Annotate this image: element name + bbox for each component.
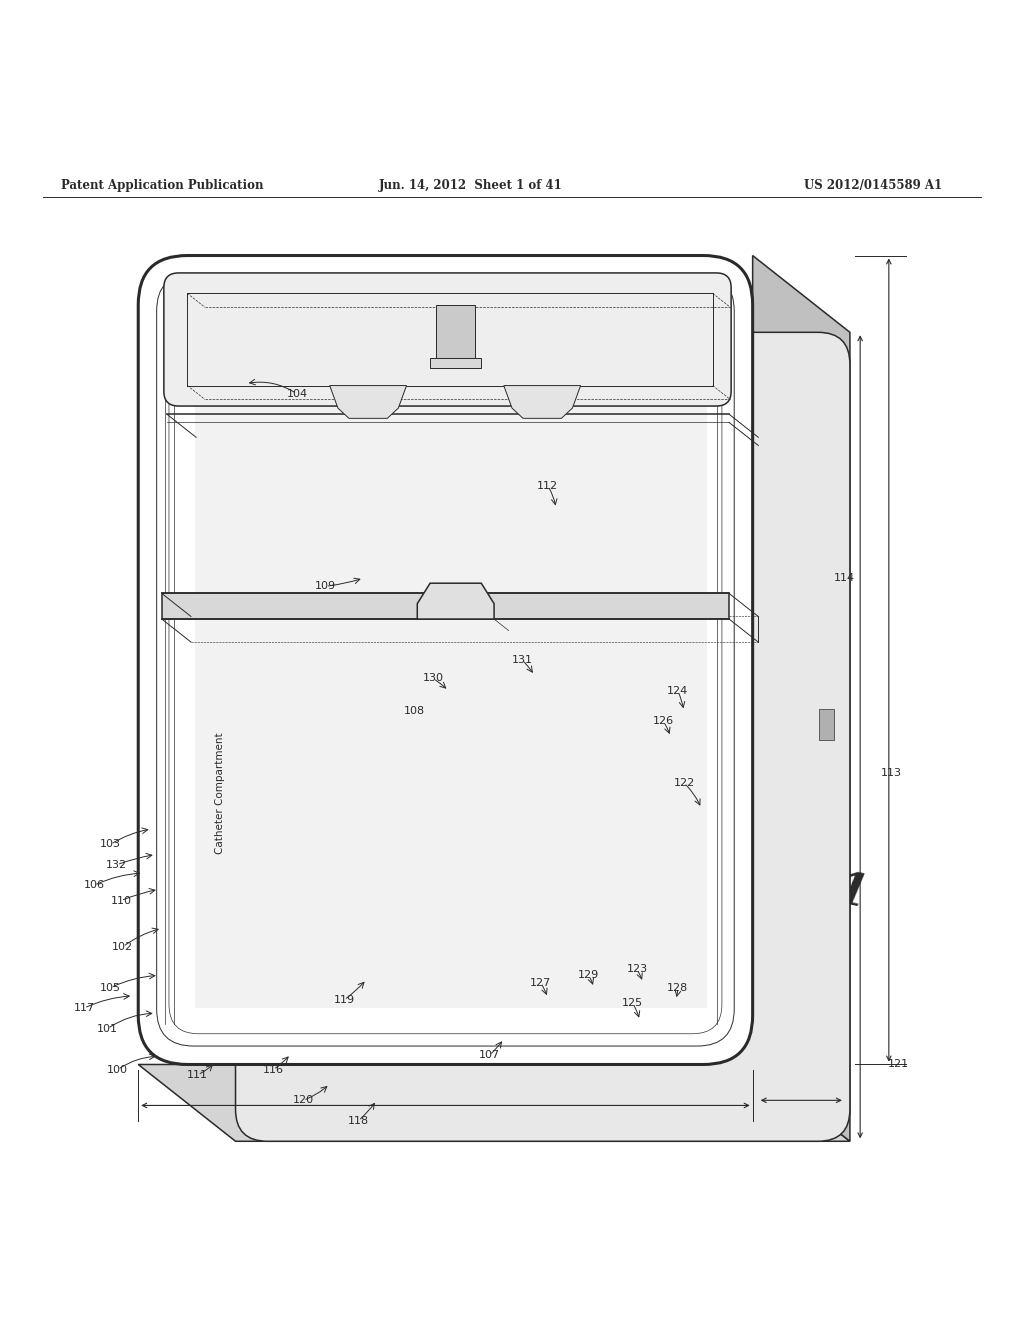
FancyBboxPatch shape bbox=[164, 273, 731, 407]
Polygon shape bbox=[195, 301, 707, 1008]
Text: 105: 105 bbox=[100, 982, 121, 993]
Text: 123: 123 bbox=[627, 964, 647, 974]
Text: 126: 126 bbox=[653, 717, 674, 726]
FancyBboxPatch shape bbox=[236, 333, 850, 1142]
Text: 100: 100 bbox=[108, 1065, 128, 1074]
Text: 114: 114 bbox=[835, 573, 855, 583]
Text: Patent Application Publication: Patent Application Publication bbox=[61, 180, 264, 193]
Text: 125: 125 bbox=[623, 998, 643, 1008]
Text: Catheter Compartment: Catheter Compartment bbox=[215, 733, 225, 854]
Text: 118: 118 bbox=[348, 1115, 369, 1126]
Polygon shape bbox=[330, 385, 407, 418]
Text: 113: 113 bbox=[881, 768, 901, 777]
Text: 131: 131 bbox=[512, 655, 532, 665]
Polygon shape bbox=[418, 583, 494, 619]
Text: 102: 102 bbox=[113, 941, 133, 952]
Text: 121: 121 bbox=[888, 1060, 908, 1069]
Polygon shape bbox=[504, 385, 581, 418]
Text: 122: 122 bbox=[674, 777, 694, 788]
Text: 107: 107 bbox=[479, 1051, 500, 1060]
FancyBboxPatch shape bbox=[138, 256, 753, 1064]
Text: US 2012/0145589 A1: US 2012/0145589 A1 bbox=[804, 180, 942, 193]
Text: 129: 129 bbox=[579, 970, 599, 981]
Text: 124: 124 bbox=[668, 685, 688, 696]
Text: 132: 132 bbox=[106, 859, 127, 870]
Text: 127: 127 bbox=[530, 978, 551, 987]
Text: 108: 108 bbox=[404, 706, 425, 717]
Polygon shape bbox=[138, 1064, 850, 1142]
Polygon shape bbox=[753, 256, 850, 1142]
Polygon shape bbox=[819, 709, 835, 741]
Text: 112: 112 bbox=[538, 480, 558, 491]
Text: 106: 106 bbox=[84, 880, 104, 890]
Polygon shape bbox=[430, 358, 481, 368]
Text: 103: 103 bbox=[100, 840, 121, 849]
Text: 109: 109 bbox=[315, 581, 336, 591]
Text: 104: 104 bbox=[287, 389, 307, 399]
Text: 120: 120 bbox=[293, 1096, 313, 1105]
Text: 128: 128 bbox=[668, 982, 688, 993]
Text: Jun. 14, 2012  Sheet 1 of 41: Jun. 14, 2012 Sheet 1 of 41 bbox=[379, 180, 563, 193]
Text: 119: 119 bbox=[334, 995, 354, 1005]
Polygon shape bbox=[162, 594, 729, 619]
Text: 110: 110 bbox=[111, 896, 131, 906]
Text: 130: 130 bbox=[423, 673, 443, 684]
Text: 116: 116 bbox=[263, 1065, 284, 1074]
Text: 117: 117 bbox=[74, 1003, 94, 1014]
Polygon shape bbox=[436, 305, 475, 358]
Text: 111: 111 bbox=[187, 1069, 208, 1080]
Text: FIG. 1: FIG. 1 bbox=[716, 843, 871, 917]
Text: 101: 101 bbox=[97, 1023, 118, 1034]
